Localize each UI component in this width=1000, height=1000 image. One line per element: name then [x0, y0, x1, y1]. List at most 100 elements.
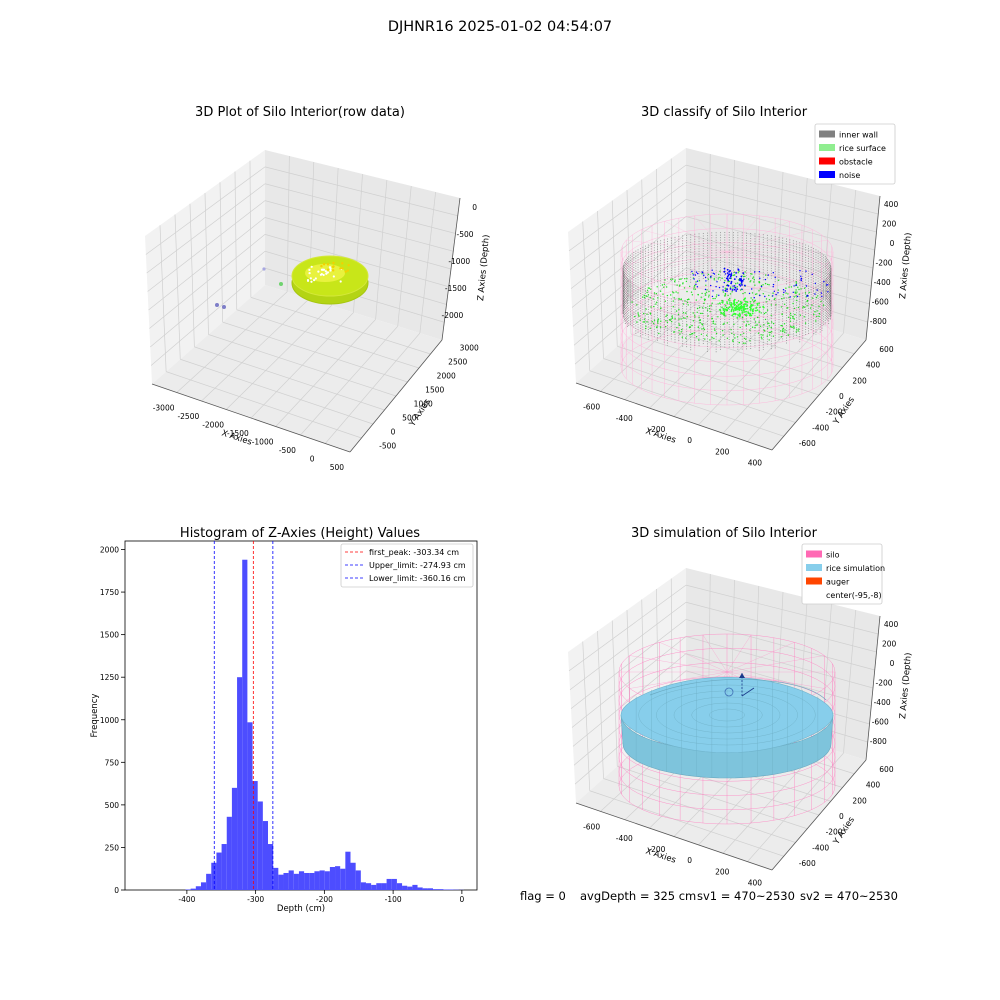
histogram-bar — [443, 889, 449, 890]
data-point — [341, 267, 344, 270]
noise-point — [726, 288, 728, 290]
rice-surface-point — [636, 321, 638, 323]
grid-line — [644, 321, 831, 382]
rice-surface-point — [697, 326, 699, 328]
noise-point — [823, 280, 825, 283]
rice-surface-point — [806, 305, 808, 307]
histogram-bar — [355, 870, 361, 890]
noise-point — [739, 285, 742, 287]
rice-surface-point — [792, 326, 794, 328]
rice-surface-point — [653, 305, 655, 308]
rice-surface-point — [734, 309, 737, 311]
data-point — [347, 264, 350, 267]
rice-surface-point — [765, 298, 768, 300]
rice-surface-point — [759, 288, 761, 290]
histogram-bar — [314, 871, 320, 890]
rice-surface-point — [727, 281, 729, 283]
center-axis-line — [741, 687, 755, 697]
data-point — [314, 277, 317, 280]
rice-surface-point — [775, 304, 777, 306]
noise-point — [773, 290, 775, 292]
legend-label: rice surface — [839, 144, 886, 153]
rice-surface-point — [803, 316, 805, 318]
rice-surface-point — [672, 300, 674, 302]
rice-surface-point — [643, 312, 645, 315]
y-tick-label: 0 — [839, 812, 844, 821]
rice-surface-point — [730, 310, 733, 313]
noise-point — [734, 286, 737, 289]
noise-point — [827, 284, 829, 286]
rice-surface-point — [736, 286, 738, 288]
rice-surface-point — [703, 328, 706, 331]
rice-surface-point — [643, 318, 646, 320]
legend-swatch — [819, 144, 835, 151]
rice-surface-point — [794, 313, 796, 316]
rice-surface-point — [793, 325, 795, 327]
rice-surface-point — [761, 338, 763, 340]
rice-surface-point — [767, 322, 769, 324]
x-tick-label: 200 — [715, 447, 730, 456]
histogram-bar — [221, 844, 227, 890]
rice-ring-center — [305, 264, 345, 282]
rice-surface-point — [787, 334, 789, 336]
x-tick-label: -200 — [316, 895, 333, 904]
rice-surface-point — [774, 297, 776, 300]
silo-wire-spoke — [726, 229, 813, 253]
data-point — [332, 261, 335, 265]
data-point — [332, 265, 335, 268]
rice-surface-point — [713, 328, 716, 330]
data-point — [326, 271, 330, 274]
rice-surface-point — [808, 291, 810, 294]
rice-surface-point — [755, 309, 757, 312]
legend-box-3 — [340, 543, 474, 588]
noise-point — [730, 282, 732, 285]
grid-line — [264, 200, 454, 252]
rice-surface-point — [686, 278, 688, 280]
rice-surface-point — [717, 303, 719, 305]
rice-surface-point — [820, 300, 822, 303]
noise-point — [703, 274, 705, 276]
grid-line — [569, 601, 687, 691]
noise-point — [793, 285, 795, 287]
rice-surface-point — [796, 291, 798, 293]
noise-point — [695, 271, 698, 273]
grid-line — [222, 321, 408, 383]
rice-surface-point — [729, 297, 731, 300]
noise-point — [733, 288, 736, 291]
rice-surface-point — [678, 308, 680, 311]
z-tick-label: -800 — [870, 317, 887, 326]
rice-surface-point — [752, 308, 755, 310]
rice-surface-point — [721, 277, 723, 279]
noise-point — [811, 273, 813, 275]
x-tick-label: -600 — [583, 403, 600, 412]
z-tick-label: -400 — [874, 278, 891, 287]
noise-point — [696, 280, 699, 282]
rice-surface-point — [714, 323, 716, 325]
y-tick-label: 1250 — [100, 673, 119, 682]
rice-surface-point — [659, 326, 662, 328]
noise-point — [735, 272, 737, 274]
silo-wire-spoke — [726, 642, 795, 673]
grid-line — [148, 217, 266, 311]
rice-surface-point — [788, 296, 790, 299]
noise-point — [732, 285, 734, 287]
rice-surface-point — [634, 315, 636, 318]
grid-line — [568, 584, 687, 672]
rice-surface-point — [706, 309, 709, 311]
rice-surface-point — [682, 303, 685, 305]
rice-surface-point — [795, 282, 798, 284]
rice-surface-point — [780, 306, 783, 308]
data-point — [339, 280, 342, 283]
noise-point — [723, 270, 726, 273]
rice-surface-point — [753, 281, 755, 283]
histogram-bar — [412, 884, 418, 890]
data-point — [262, 267, 266, 271]
rice-surface-point — [652, 298, 654, 300]
rice-surface-point — [751, 292, 754, 294]
y-tick-label: 200 — [852, 376, 867, 385]
rice-surface-point — [746, 301, 749, 304]
rice-surface-point — [749, 329, 751, 331]
rice-surface-point — [692, 312, 694, 314]
rice-surface-point — [762, 334, 764, 336]
noise-point — [738, 283, 741, 286]
